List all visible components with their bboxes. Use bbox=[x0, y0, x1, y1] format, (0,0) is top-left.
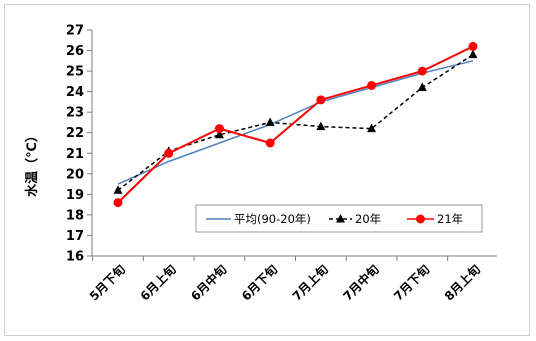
y-tick-label: 25 bbox=[66, 65, 84, 80]
data-point bbox=[468, 41, 478, 51]
data-point bbox=[316, 121, 326, 131]
legend-label: 20年 bbox=[355, 212, 381, 226]
y-tick-label: 17 bbox=[66, 229, 84, 244]
series-3 bbox=[113, 41, 478, 208]
y-tick-label: 24 bbox=[66, 85, 84, 100]
data-point bbox=[367, 80, 377, 90]
y-tick-label: 26 bbox=[66, 44, 84, 59]
series-line bbox=[117, 60, 474, 185]
data-point bbox=[316, 95, 326, 105]
data-point bbox=[417, 82, 427, 92]
series-1 bbox=[117, 60, 474, 185]
data-point bbox=[265, 138, 275, 148]
y-tick-label: 22 bbox=[66, 126, 84, 141]
data-point bbox=[214, 124, 224, 134]
y-axis-label: 水温（℃） bbox=[24, 129, 40, 197]
x-tick-label: 6月下旬 bbox=[238, 262, 280, 304]
data-point bbox=[417, 66, 427, 76]
y-tick-label: 27 bbox=[66, 24, 84, 39]
x-tick-label: 5月下旬 bbox=[86, 262, 128, 304]
y-tick-label: 16 bbox=[66, 250, 84, 265]
data-point bbox=[265, 117, 275, 126]
y-axis: 16 17 18 19 20 21 22 23 24 25 26 27 bbox=[66, 24, 93, 265]
x-tick-label: 7月上旬 bbox=[289, 262, 331, 304]
y-tick-label: 23 bbox=[66, 106, 84, 121]
legend-label: 平均(90-20年) bbox=[234, 212, 311, 226]
y-tick-label: 19 bbox=[66, 188, 84, 203]
series-line bbox=[117, 45, 474, 204]
data-point bbox=[164, 148, 174, 158]
data-point bbox=[468, 49, 478, 59]
legend: 平均(90-20年) 20年 21年 bbox=[195, 204, 483, 233]
legend-label: 21年 bbox=[437, 212, 463, 226]
x-axis: 5月下旬 6月上旬 6月中旬 6月下旬 7月上旬 7月中旬 7月下旬 8月上旬 bbox=[86, 255, 497, 304]
data-point bbox=[113, 185, 123, 194]
x-tick-label: 7月下旬 bbox=[390, 262, 432, 304]
y-tick-label: 21 bbox=[66, 147, 84, 162]
x-tick-label: 6月中旬 bbox=[188, 262, 230, 304]
y-tick-label: 20 bbox=[66, 167, 84, 182]
x-tick-label: 7月中旬 bbox=[340, 262, 382, 304]
legend-marker bbox=[416, 214, 425, 224]
x-tick-label: 6月上旬 bbox=[137, 262, 179, 304]
x-tick-label: 8月上旬 bbox=[441, 262, 483, 304]
data-point bbox=[113, 198, 123, 208]
data-point bbox=[214, 129, 224, 139]
series-lines bbox=[113, 41, 478, 208]
legend-marker bbox=[336, 214, 345, 223]
legend-box bbox=[195, 204, 483, 233]
y-tick-label: 18 bbox=[66, 208, 84, 223]
data-point bbox=[367, 123, 377, 133]
